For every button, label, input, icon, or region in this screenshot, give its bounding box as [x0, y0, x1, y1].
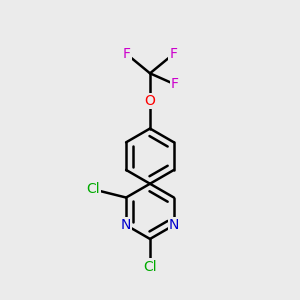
Text: O: O — [145, 94, 155, 108]
Text: Cl: Cl — [143, 260, 157, 274]
Text: F: F — [169, 47, 178, 61]
Text: N: N — [169, 218, 179, 232]
Text: N: N — [121, 218, 131, 232]
Text: Cl: Cl — [86, 182, 100, 196]
Text: F: F — [122, 47, 130, 61]
Text: F: F — [171, 77, 179, 92]
